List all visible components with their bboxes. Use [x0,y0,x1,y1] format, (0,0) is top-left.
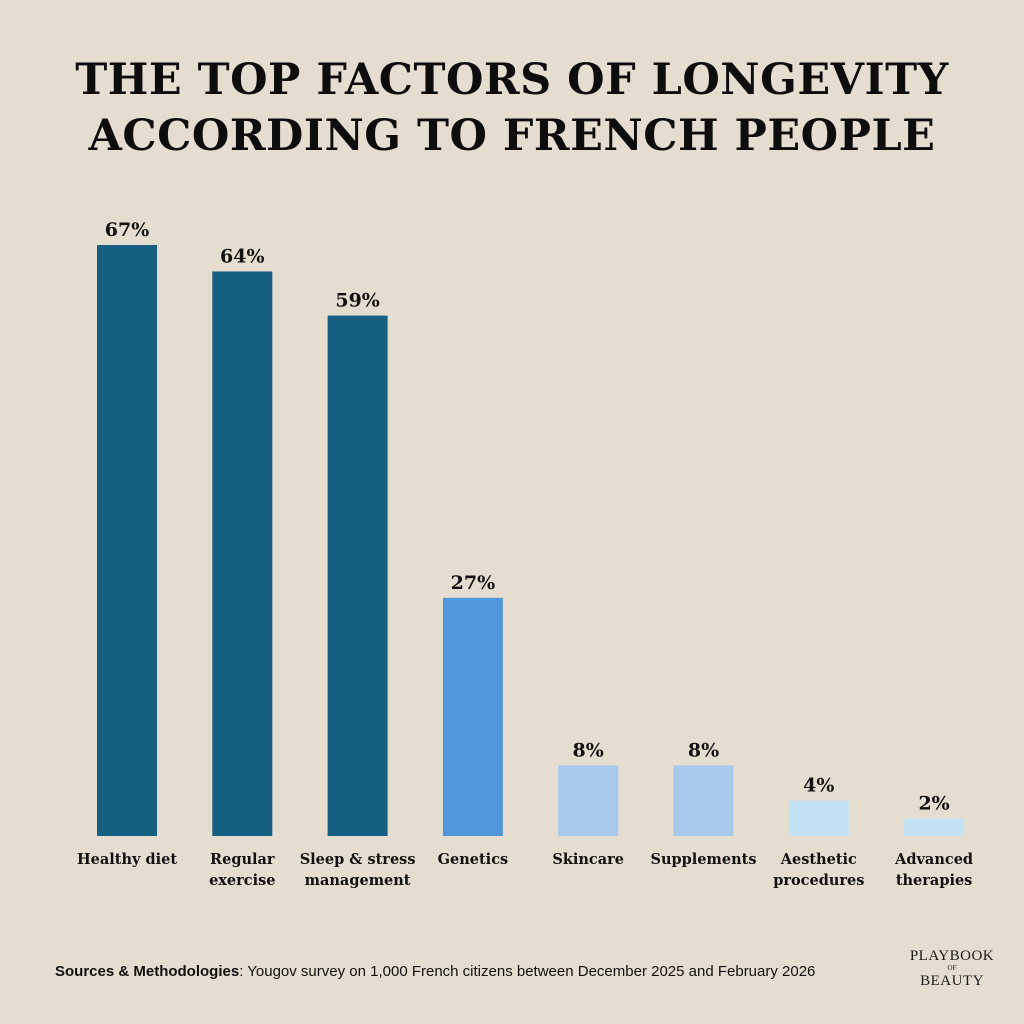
bar-5 [558,765,619,836]
source-label: Sources & Methodologies [55,963,240,980]
value-label-3: 59% [335,290,380,312]
chart-title-line-2: ACCORDING TO FRENCH PEOPLE [88,111,936,161]
bar-2 [212,271,273,837]
value-label-5: 8% [573,739,604,761]
source-note: Sources & Methodologies: Yougov survey o… [55,963,815,980]
chart-title: THE TOP FACTORS OF LONGEVITY ACCORDING T… [0,52,1024,164]
brand-logo: PLAYBOOK OF BEAUTY [892,948,1012,989]
category-label-6: Supplements [651,851,757,868]
value-label-7: 4% [803,775,834,797]
value-label-8: 2% [918,792,949,814]
category-label-3: Sleep & stress management [300,851,416,889]
bar-6 [673,765,734,836]
category-label-5: Skincare [552,851,624,868]
value-label-2: 64% [220,245,265,267]
bar-1 [97,245,157,836]
category-label-8: Advanced therapies [894,851,973,889]
category-label-2: Regular exercise [209,851,275,889]
source-text: : Yougov survey on 1,000 French citizens… [239,963,816,980]
chart-title-line-1: THE TOP FACTORS OF LONGEVITY [75,55,949,105]
category-label-1: Healthy diet [77,851,177,868]
logo-line-3: BEAUTY [920,973,984,989]
bar-7 [788,800,849,836]
logo-line-1: PLAYBOOK [909,948,995,964]
bar-4 [442,597,503,836]
bar-3 [327,315,388,837]
value-label-1: 67% [105,219,150,241]
category-label-7: Aesthetic procedures [773,851,864,889]
value-label-6: 8% [688,739,719,761]
category-label-4: Genetics [438,851,509,868]
logo-line-2: OF [947,964,957,972]
value-label-4: 27% [451,572,496,594]
bar-8 [904,818,965,836]
